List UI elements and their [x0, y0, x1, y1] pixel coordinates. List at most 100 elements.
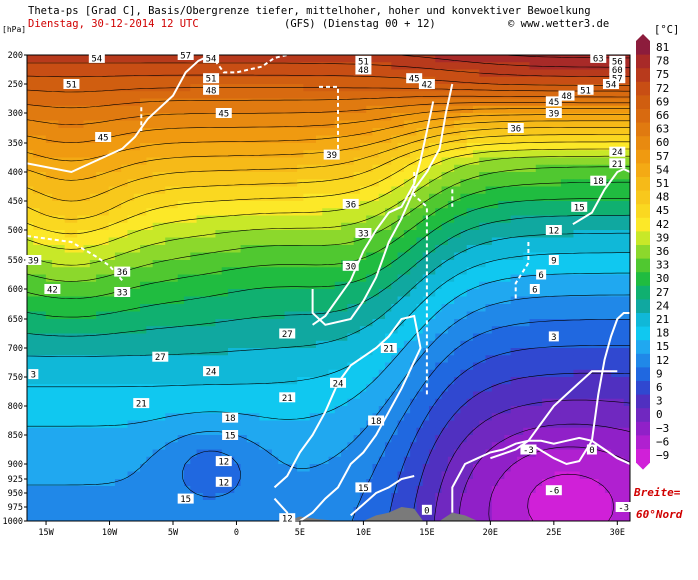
- field-cell: [96, 91, 103, 100]
- field-cell: [328, 326, 336, 335]
- field-cell: [171, 362, 179, 371]
- field-cell: [498, 326, 505, 335]
- field-cell: [334, 304, 342, 313]
- field-cell: [435, 135, 443, 144]
- field-cell: [246, 296, 254, 305]
- field-cell: [221, 143, 229, 151]
- field-cell: [190, 91, 198, 100]
- field-cell: [184, 179, 191, 188]
- field-cell: [39, 427, 47, 436]
- field-cell: [347, 164, 355, 173]
- field-cell: [140, 222, 147, 231]
- field-cell: [121, 208, 129, 217]
- field-cell: [70, 150, 78, 159]
- field-cell: [429, 413, 436, 422]
- field-cell: [315, 340, 323, 349]
- field-cell: [378, 193, 386, 202]
- field-cell: [548, 120, 556, 129]
- field-cell: [27, 435, 34, 443]
- field-cell: [472, 289, 480, 298]
- field-cell: [341, 267, 348, 276]
- field-cell: [133, 143, 141, 151]
- field-cell: [510, 157, 518, 166]
- field-cell: [429, 120, 436, 129]
- field-cell: [33, 215, 41, 224]
- field-cell: [234, 355, 242, 364]
- field-cell: [39, 398, 47, 407]
- field-cell: [322, 281, 330, 290]
- field-cell: [108, 222, 116, 231]
- field-cell: [259, 326, 267, 335]
- field-cell: [554, 157, 562, 166]
- field-cell: [64, 333, 72, 342]
- field-cell: [359, 384, 367, 393]
- field-cell: [441, 311, 449, 320]
- field-cell: [416, 398, 424, 407]
- field-cell: [89, 208, 97, 217]
- field-cell: [158, 406, 166, 414]
- field-cell: [429, 193, 436, 202]
- field-cell: [397, 91, 405, 100]
- field-cell: [611, 406, 619, 414]
- field-cell: [573, 98, 581, 107]
- field-cell: [485, 135, 493, 144]
- field-cell: [403, 245, 411, 254]
- field-cell: [378, 69, 386, 78]
- field-cell: [573, 289, 581, 298]
- field-cell: [253, 369, 261, 378]
- field-cell: [422, 91, 430, 100]
- field-cell: [485, 304, 493, 313]
- field-cell: [623, 201, 630, 209]
- field-cell: [617, 222, 625, 231]
- field-cell: [422, 391, 430, 400]
- field-cell: [372, 311, 380, 320]
- field-cell: [410, 296, 418, 305]
- field-cell: [171, 215, 179, 224]
- field-cell: [391, 91, 399, 100]
- field-cell: [516, 427, 524, 436]
- field-cell: [535, 105, 543, 114]
- field-cell: [623, 215, 630, 224]
- field-cell: [542, 215, 549, 224]
- field-cell: [108, 179, 116, 188]
- field-cell: [542, 105, 549, 114]
- field-cell: [604, 113, 612, 122]
- field-cell: [548, 267, 556, 276]
- field-cell: [64, 208, 72, 217]
- field-cell: [328, 296, 336, 305]
- field-cell: [504, 296, 512, 305]
- field-cell: [372, 135, 380, 144]
- field-cell: [485, 157, 493, 166]
- field-cell: [171, 150, 179, 159]
- field-cell: [234, 157, 242, 166]
- field-cell: [441, 406, 449, 414]
- field-cell: [165, 260, 173, 268]
- field-cell: [529, 384, 537, 393]
- field-cell: [573, 274, 581, 283]
- field-cell: [579, 91, 587, 100]
- field-cell: [77, 260, 85, 268]
- field-cell: [33, 69, 41, 78]
- field-cell: [472, 135, 480, 144]
- field-cell: [441, 150, 449, 159]
- field-cell: [485, 326, 493, 335]
- field-cell: [114, 281, 122, 290]
- field-cell: [234, 340, 242, 349]
- field-cell: [416, 91, 424, 100]
- field-cell: [64, 62, 72, 71]
- field-cell: [435, 296, 443, 305]
- field-cell: [447, 304, 455, 313]
- field-cell: [479, 333, 487, 342]
- field-cell: [278, 274, 286, 283]
- field-cell: [297, 62, 304, 71]
- field-cell: [290, 55, 298, 63]
- field-cell: [353, 172, 361, 180]
- field-cell: [253, 201, 261, 209]
- field-cell: [359, 252, 367, 261]
- field-cell: [598, 76, 606, 85]
- field-cell: [454, 348, 462, 356]
- field-cell: [297, 362, 304, 371]
- field-cell: [416, 186, 424, 195]
- field-cell: [77, 172, 85, 180]
- field-cell: [152, 120, 160, 129]
